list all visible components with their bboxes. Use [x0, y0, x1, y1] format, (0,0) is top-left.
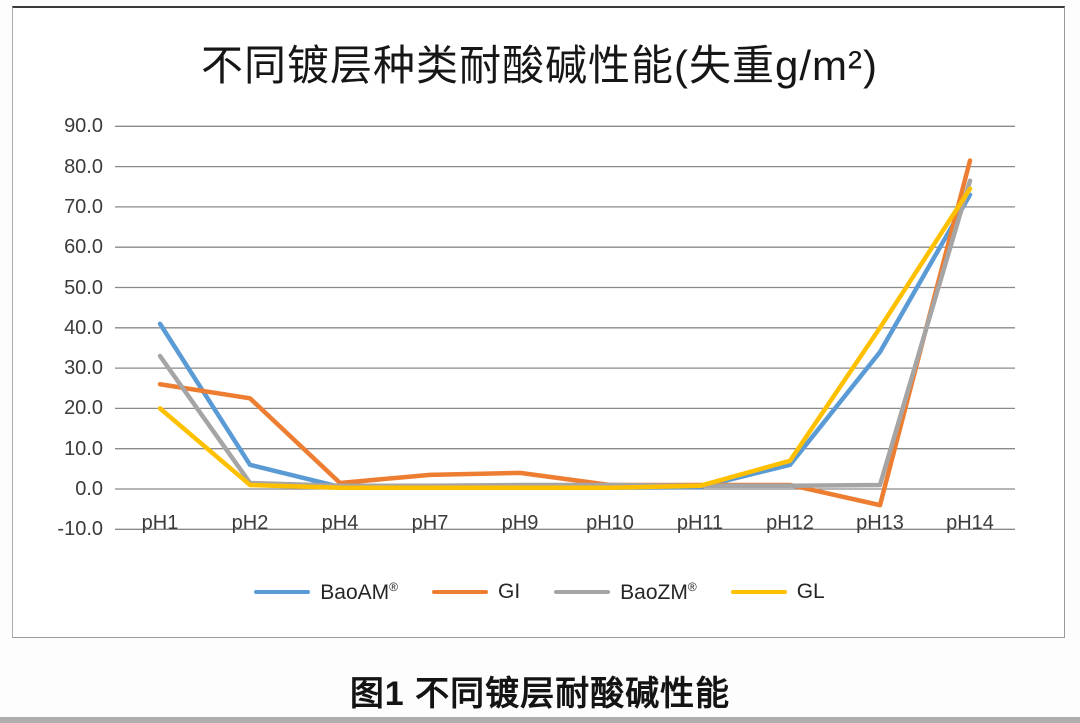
- y-axis-tick-label: 30.0: [64, 357, 103, 380]
- legend-swatch-icon: [554, 590, 611, 594]
- registered-mark: ®: [389, 579, 398, 594]
- y-axis-tick-label: 60.0: [64, 236, 103, 259]
- x-axis-tick-label: pH7: [411, 512, 449, 534]
- chart-frame: 不同镀层种类耐酸碱性能(失重g/m²) BaoAM® GI BaoZM® GL: [12, 6, 1065, 638]
- y-axis-tick-label: 50.0: [64, 276, 103, 299]
- y-axis-tick-label: 10.0: [64, 437, 103, 460]
- y-axis-tick-label: 80.0: [64, 155, 103, 178]
- legend-label: BaoAM®: [320, 579, 398, 604]
- legend-label: BaoZM®: [620, 579, 697, 604]
- y-axis-tick-label: -10.0: [57, 518, 103, 541]
- x-axis-tick-label: pH9: [501, 512, 539, 534]
- legend-item-baoam: BaoAM®: [254, 580, 398, 605]
- x-axis-tick-label: pH12: [766, 512, 814, 534]
- figure-caption: 图1 不同镀层耐酸碱性能: [349, 675, 731, 713]
- legend-item-gl: GL: [730, 580, 825, 604]
- x-axis-tick-label: pH2: [231, 512, 269, 534]
- y-axis-tick-label: 90.0: [64, 115, 103, 138]
- chart-title: 不同镀层种类耐酸碱性能(失重g/m²): [201, 42, 878, 89]
- legend-label: GI: [498, 580, 521, 603]
- x-axis-tick-label: pH4: [321, 512, 359, 534]
- legend-label: GL: [796, 580, 825, 603]
- x-axis-tick-label: pH14: [946, 512, 994, 534]
- chart-legend: BaoAM® GI BaoZM® GL: [13, 578, 1066, 606]
- legend-swatch-icon: [254, 590, 311, 594]
- legend-swatch-icon: [730, 590, 787, 594]
- registered-mark: ®: [687, 579, 697, 594]
- y-axis-tick-label: 20.0: [64, 397, 103, 420]
- x-axis-tick-label: pH11: [676, 512, 724, 534]
- legend-swatch-icon: [432, 590, 488, 594]
- y-axis-tick-label: 0.0: [75, 478, 103, 500]
- y-axis-tick-label: 40.0: [64, 316, 103, 339]
- x-axis-tick-label: pH13: [856, 512, 904, 534]
- legend-item-baozm: BaoZM®: [554, 580, 697, 605]
- y-axis-tick-label: 70.0: [64, 195, 103, 218]
- bottom-strip: [0, 717, 1080, 723]
- x-axis-tick-label: pH10: [586, 512, 634, 534]
- x-axis-tick-label: pH1: [141, 512, 179, 534]
- legend-item-gi: GI: [432, 580, 520, 604]
